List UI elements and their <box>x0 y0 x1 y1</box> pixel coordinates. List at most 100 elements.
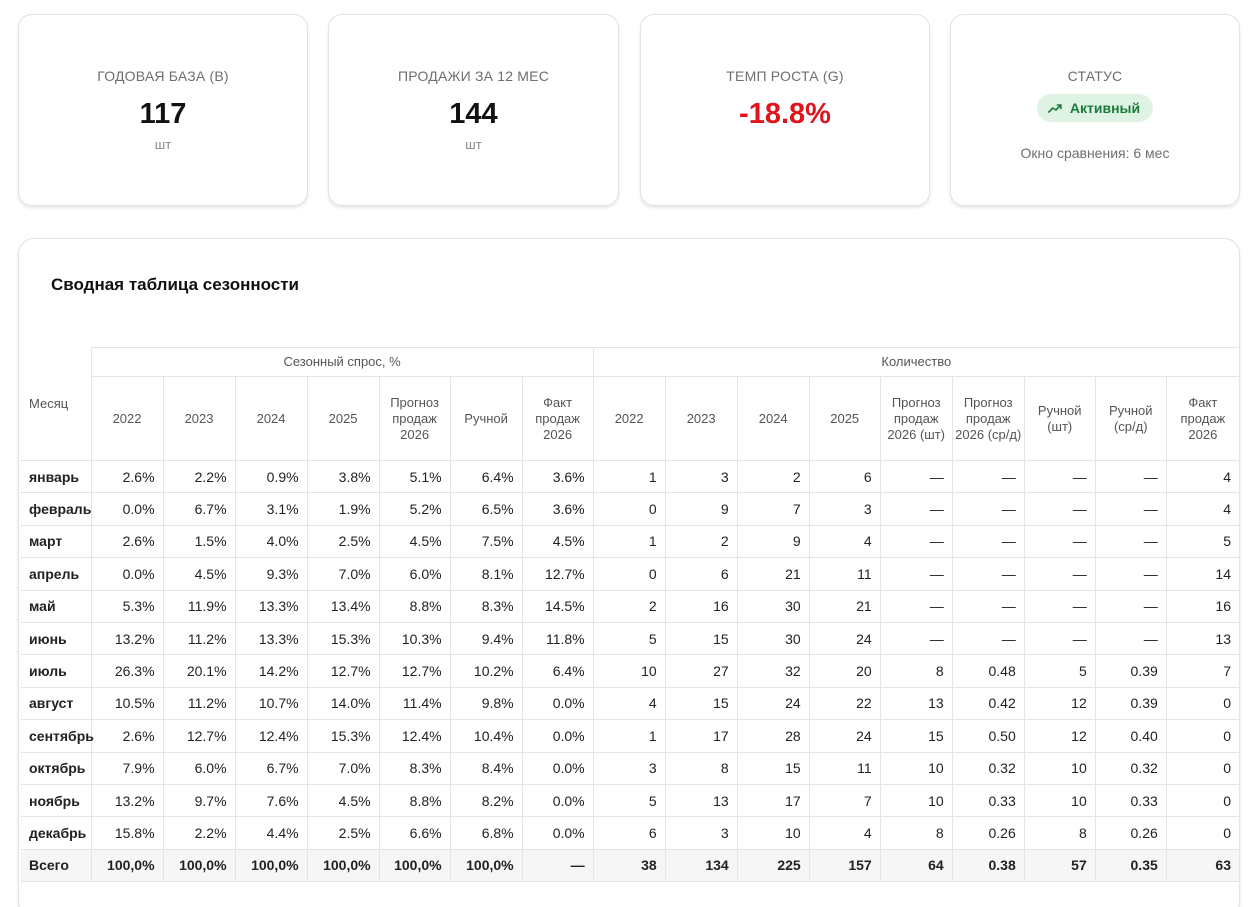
table-cell: 2.2% <box>162 816 236 850</box>
table-cell: 6.0% <box>378 557 451 591</box>
table-cell: 1.5% <box>162 524 236 559</box>
seasonality-panel: Сводная таблица сезонности Месяц Сезонны… <box>18 238 1241 907</box>
table-cell: 0.32 <box>1094 751 1167 785</box>
table-cell: — <box>1094 492 1167 526</box>
table-row: август 10.5% 11.2% 10.7% 14.0% 11.4% 9.8% 0.0% 4… <box>21 686 1241 721</box>
table-row: июль 26.3% 20.1% 14.2% 12.7% 12.7% 10.2% 6.4% 10… <box>21 654 1241 688</box>
kpi-label: ТЕМП РОСТА (G) <box>726 68 844 84</box>
table-cell: 6 <box>664 557 738 591</box>
table-cell: 0.48 <box>951 654 1025 688</box>
table-cell: — <box>951 557 1025 591</box>
table-cell: 7.9% <box>90 751 164 785</box>
table-cell: 11.4% <box>378 686 451 721</box>
kpi-label: СТАТУС <box>1067 68 1123 84</box>
table-cell: 5 <box>1023 654 1096 688</box>
table-cell: 100,0% <box>378 848 451 883</box>
table-cell: 3 <box>664 459 738 494</box>
table-cell: 100,0% <box>449 848 523 883</box>
table-cell: 10.3% <box>378 621 451 656</box>
table-cell: 0.40 <box>1094 719 1167 753</box>
table-row: ноябрь 13.2% 9.7% 7.6% 4.5% 8.8% 8.2% 0.0% 5 13 17… <box>21 783 1241 818</box>
table-cell: 100,0% <box>90 848 164 883</box>
table-cell: 14.0% <box>306 686 380 721</box>
table-cell: 22 <box>808 686 881 721</box>
table-cell: 15 <box>664 621 738 656</box>
table-cell: 0 <box>1165 816 1241 850</box>
table-cell: 2 <box>664 524 738 559</box>
table-cell: — <box>951 524 1025 559</box>
column-header: Ручной <box>449 376 523 461</box>
table-cell: 15.3% <box>306 719 380 753</box>
table-cell: 14 <box>1165 557 1241 591</box>
table-cell: 0.39 <box>1094 686 1167 721</box>
table-cell: 157 <box>808 848 881 883</box>
table-cell: 12 <box>1023 719 1096 753</box>
table-cell: 0 <box>1165 751 1241 785</box>
month-cell: февраль <box>21 492 92 526</box>
table-cell: 12.7% <box>521 557 594 591</box>
table-cell: 0.50 <box>951 719 1025 753</box>
table-cell: 0.0% <box>521 816 594 850</box>
table-cell: 2.2% <box>162 459 236 494</box>
kpi-unit: шт <box>154 137 172 152</box>
table-cell: 2 <box>736 459 810 494</box>
table-cell: 100,0% <box>306 848 380 883</box>
table-cell: 4.5% <box>306 783 380 818</box>
table-cell: 6.4% <box>449 459 523 494</box>
table-cell: 7 <box>1165 654 1241 688</box>
table-cell: 0.0% <box>521 719 594 753</box>
table-cell: 6.7% <box>162 492 236 526</box>
table-cell: 28 <box>736 719 810 753</box>
table-cell: 0 <box>592 557 666 591</box>
table-cell: 7.0% <box>306 557 380 591</box>
table-cell: — <box>1023 459 1096 494</box>
table-cell: 0.26 <box>1094 816 1167 850</box>
kpi-value: -18.8% <box>739 98 831 130</box>
table-cell: 20 <box>808 654 881 688</box>
table-cell: 38 <box>592 848 666 883</box>
table-row: декабрь 15.8% 2.2% 4.4% 2.5% 6.6% 6.8% 0.0% 6 3 10… <box>21 816 1241 850</box>
table-cell: 32 <box>736 654 810 688</box>
table-cell: 3.1% <box>234 492 308 526</box>
table-cell: 13.3% <box>234 621 308 656</box>
table-cell: 7 <box>808 783 881 818</box>
table-row: май 5.3% 11.9% 13.3% 13.4% 8.8% 8.3% 14.5% 2 16 30… <box>21 589 1241 623</box>
month-cell: май <box>21 589 92 623</box>
column-header: 2022 <box>90 376 164 461</box>
table-cell: 10 <box>879 751 953 785</box>
column-header: 2025 <box>808 376 881 461</box>
table-cell: 5.3% <box>90 589 164 623</box>
column-header: 2022 <box>592 376 666 461</box>
table-cell: 0.32 <box>951 751 1025 785</box>
table-cell: 15 <box>879 719 953 753</box>
seasonality-table: Месяц Сезонный спрос, % Количество 2022 2… <box>21 347 1241 883</box>
table-total-row: Всего 100,0% 100,0% 100,0% 100,0% 100,0% 100,0… <box>21 848 1241 883</box>
group-header-quantity: Количество <box>592 347 1241 377</box>
table-cell: 8.8% <box>378 589 451 623</box>
table-cell: — <box>951 621 1025 656</box>
table-cell: 0.0% <box>521 686 594 721</box>
table-cell: 0.33 <box>951 783 1025 818</box>
table-cell: 8 <box>1023 816 1096 850</box>
table-cell: 0.0% <box>521 751 594 785</box>
table-cell: — <box>1023 492 1096 526</box>
table-cell: 63 <box>1165 848 1241 883</box>
table-cell: 7.6% <box>234 783 308 818</box>
table-cell: 8.3% <box>378 751 451 785</box>
table-row: март 2.6% 1.5% 4.0% 2.5% 4.5% 7.5% 4.5% 1 2 9 4— — — —… <box>21 524 1241 559</box>
column-header-month: Месяц <box>21 347 92 461</box>
status-badge-label: Активный <box>1069 100 1141 116</box>
table-cell: 3.6% <box>521 459 594 494</box>
table-cell: 9 <box>736 524 810 559</box>
table-cell: 0.35 <box>1094 848 1167 883</box>
table-row: январь 2.6% 2.2% 0.9% 3.8% 5.1% 6.4% 3.6% 1 3 2 6— —… <box>21 459 1241 494</box>
comparison-window-note: Окно сравнения: 6 мес <box>1020 145 1170 161</box>
table-cell: 13.2% <box>90 621 164 656</box>
kpi-value: 144 <box>449 98 498 130</box>
table-cell: 4 <box>592 686 666 721</box>
table-cell: 57 <box>1023 848 1096 883</box>
column-header: Факт продаж 2026 <box>521 376 594 461</box>
table-cell: 30 <box>736 621 810 656</box>
table-cell: — <box>951 589 1025 623</box>
table-cell: 4.5% <box>521 524 594 559</box>
